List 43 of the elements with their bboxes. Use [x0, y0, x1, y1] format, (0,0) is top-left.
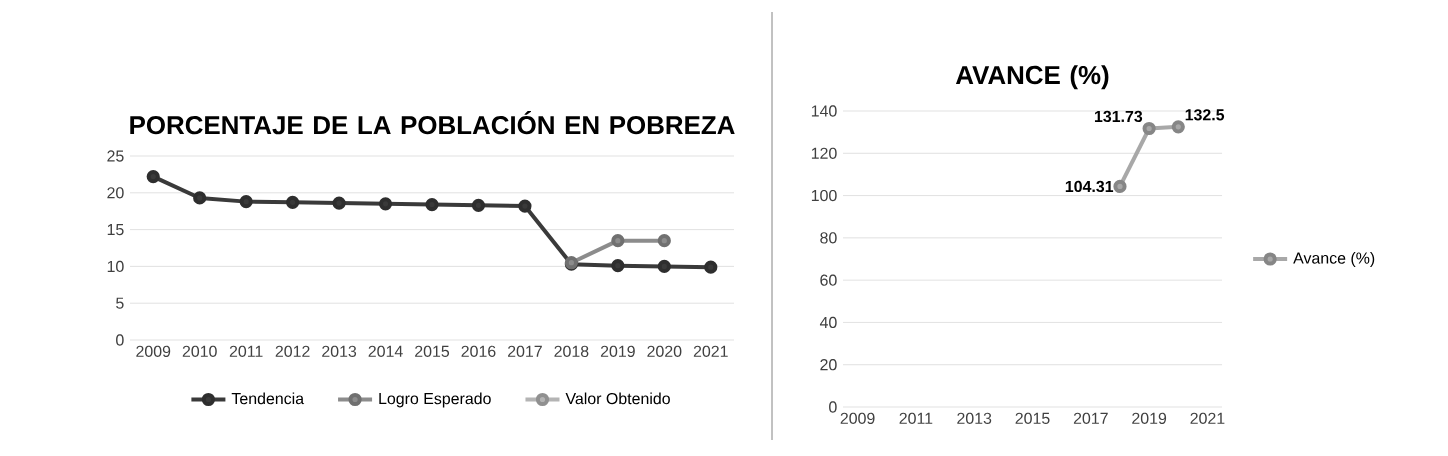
x-tick-label: 2015 — [1015, 412, 1050, 424]
data-label: 131.73 — [1094, 110, 1143, 123]
x-tick-label: 2009 — [136, 345, 171, 357]
x-tick-label: 2019 — [600, 345, 635, 357]
y-tick-label: 60 — [820, 274, 837, 286]
data-label: 104.31 — [1065, 180, 1114, 193]
x-tick-label: 2014 — [368, 345, 403, 357]
y-tick-label: 80 — [820, 232, 837, 244]
x-tick-label: 2020 — [647, 345, 682, 357]
x-tick-label: 2010 — [182, 345, 217, 357]
legend-label: Valor Obtenido — [565, 392, 670, 405]
x-tick-label: 2011 — [229, 345, 263, 357]
y-tick-label: 25 — [107, 150, 124, 162]
x-tick-label: 2013 — [322, 345, 357, 357]
x-tick-label: 2021 — [1190, 412, 1225, 424]
y-tick-label: 20 — [107, 187, 124, 199]
y-tick-label: 15 — [107, 224, 124, 236]
y-tick-label: 140 — [811, 105, 837, 117]
y-tick-label: 10 — [107, 260, 124, 273]
y-tick-label: 120 — [811, 147, 837, 159]
x-tick-label: 2009 — [840, 412, 875, 424]
x-tick-label: 2019 — [1132, 412, 1167, 424]
data-label: 132.5 — [1185, 109, 1225, 121]
x-tick-label: 2015 — [415, 345, 450, 357]
x-tick-label: 2021 — [693, 345, 728, 357]
chart-title: AVANCE (%) — [955, 65, 1109, 90]
legend-label: Avance (%) — [1293, 252, 1375, 267]
y-tick-label: 0 — [116, 334, 124, 346]
chart-title: PORCENTAJE DE LA POBLACIÓN EN POBREZA — [130, 111, 735, 135]
x-tick-label: 2018 — [554, 345, 589, 357]
legend-label: Tendencia — [231, 392, 305, 405]
y-tick-label: 100 — [811, 189, 837, 202]
legend-label: Logro Esperado — [379, 392, 491, 408]
y-tick-label: 40 — [819, 316, 837, 329]
y-tick-label: 5 — [116, 297, 124, 309]
x-tick-label: 2013 — [957, 412, 992, 424]
x-tick-label: 2011 — [899, 412, 933, 424]
x-tick-label: 2012 — [275, 345, 310, 357]
x-tick-label: 2017 — [1073, 412, 1108, 424]
y-tick-label: 0 — [829, 401, 837, 413]
y-tick-label: 20 — [820, 359, 837, 371]
x-tick-label: 2016 — [461, 345, 496, 357]
x-tick-label: 2017 — [508, 345, 542, 357]
